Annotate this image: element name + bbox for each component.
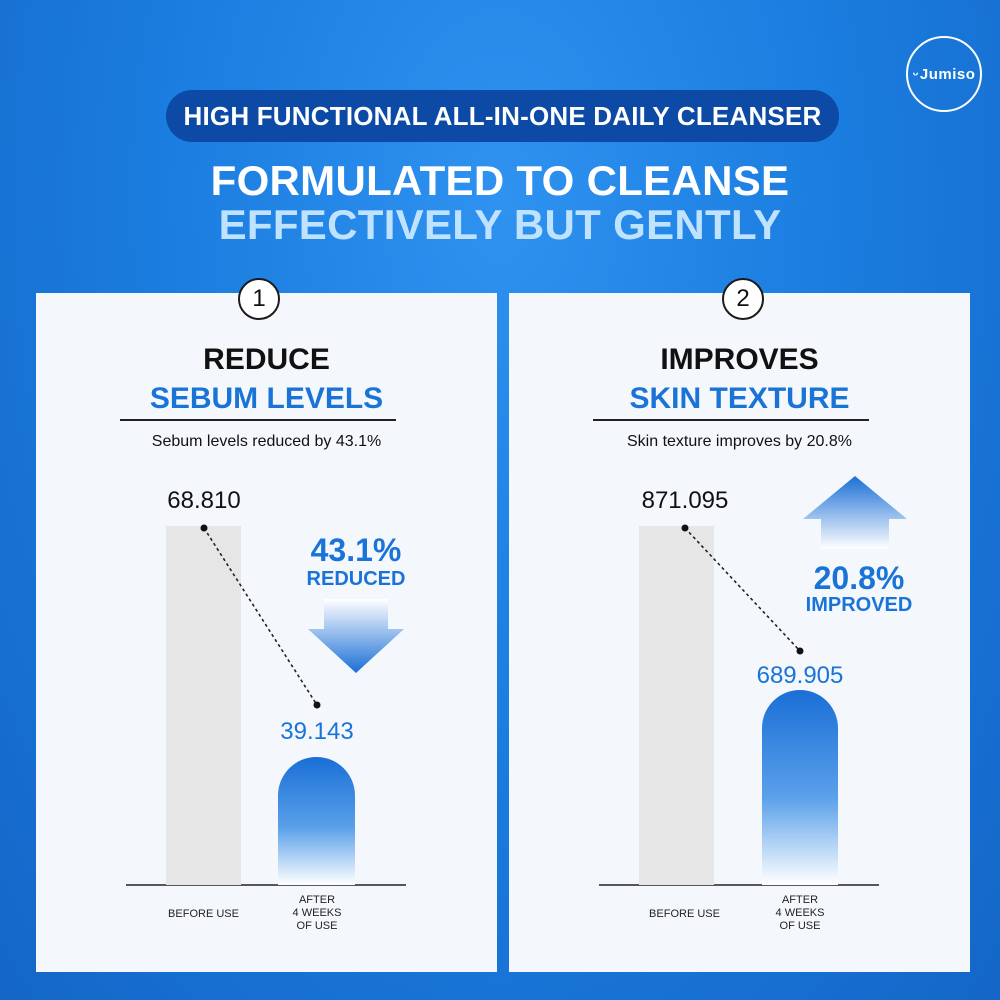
before-value-label: 68.810 (167, 487, 240, 514)
headline-line-2: EFFECTIVELY BUT GENTLY (218, 201, 782, 248)
panel-number-badge: 2 (722, 278, 764, 320)
before-value-label: 871.095 (642, 487, 729, 514)
header-pill: HIGH FUNCTIONAL ALL-IN-ONE DAILY CLEANSE… (166, 90, 839, 142)
headline-line-1: FORMULATED TO CLEANSE (210, 157, 790, 204)
brand-logo-text: Jumiso (919, 65, 976, 83)
panel-title-line-2: SEBUM LEVELS (149, 382, 384, 415)
panel-subtitle: Sebum levels reduced by 43.1% (151, 433, 382, 450)
category-after-label: 4 WEEKS (776, 907, 825, 919)
category-after-label: AFTER (782, 894, 818, 906)
connector-line (684, 527, 801, 652)
category-after-label: AFTER (299, 894, 335, 906)
category-after-label: OF USE (780, 920, 821, 932)
change-value: 20.8% (814, 560, 905, 596)
panel-title-line-2: SKIN TEXTURE (629, 382, 850, 415)
panel-title-line-1: REDUCE (203, 343, 330, 376)
change-word: IMPROVED (806, 594, 913, 616)
panel-title-line-1: IMPROVES (660, 343, 819, 376)
before-dot (681, 524, 689, 532)
down-arrow-icon (308, 599, 404, 673)
category-after-label: OF USE (297, 920, 338, 932)
panel-subtitle: Skin texture improves by 20.8% (627, 433, 852, 450)
category-after-label: 4 WEEKS (293, 907, 342, 919)
after-dot (796, 647, 804, 655)
bar-before (639, 526, 714, 885)
bar-before (166, 526, 241, 885)
after-value-label: 39.143 (280, 718, 353, 745)
up-arrow-icon (803, 476, 907, 549)
before-dot (200, 524, 208, 532)
bar-after (278, 757, 355, 885)
brand-logo: ᵕ Jumiso (906, 36, 982, 112)
after-value-label: 689.905 (757, 662, 844, 689)
panel-texture: IMPROVES SKIN TEXTURE Skin texture impro… (509, 293, 970, 972)
bar-after (762, 690, 838, 885)
panel-sebum: REDUCE SEBUM LEVELS Sebum levels reduced… (36, 293, 497, 972)
connector-line (203, 527, 318, 706)
category-before-label: BEFORE USE (168, 908, 239, 920)
title-divider (120, 419, 396, 421)
change-word: REDUCED (307, 568, 406, 590)
category-before-label: BEFORE USE (649, 908, 720, 920)
smile-icon: ᵕ (912, 66, 919, 82)
title-divider (593, 419, 869, 421)
after-dot (313, 701, 321, 709)
change-value: 43.1% (311, 532, 402, 568)
panel-number-badge: 1 (238, 278, 280, 320)
